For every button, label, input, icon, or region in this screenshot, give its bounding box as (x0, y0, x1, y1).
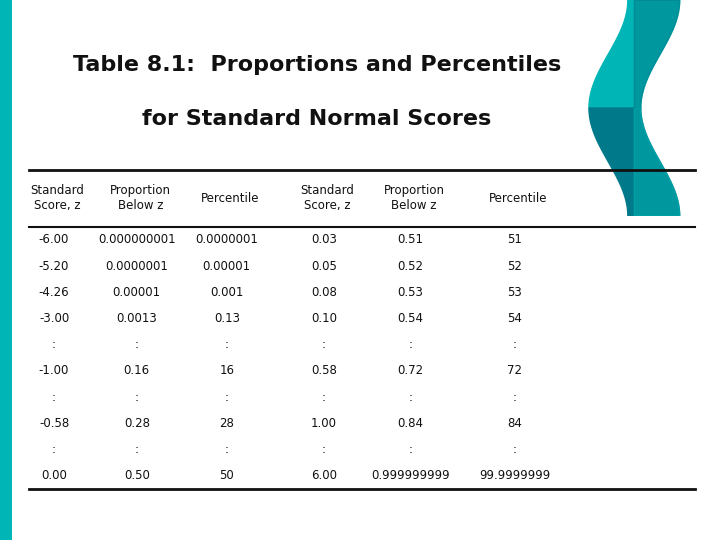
Text: -5.20: -5.20 (39, 260, 69, 273)
Text: 0.0000001: 0.0000001 (195, 233, 258, 246)
Text: 0.00001: 0.00001 (203, 260, 251, 273)
Text: 0.08: 0.08 (311, 286, 337, 299)
Text: 0.13: 0.13 (214, 312, 240, 325)
Text: Percentile: Percentile (489, 192, 548, 205)
Text: 0.05: 0.05 (311, 260, 337, 273)
Text: 0.28: 0.28 (124, 417, 150, 430)
Text: 52: 52 (508, 260, 522, 273)
Text: 54: 54 (508, 312, 522, 325)
Text: :: : (408, 443, 413, 456)
Text: 0.50: 0.50 (124, 469, 150, 482)
Text: 0.10: 0.10 (311, 312, 337, 325)
Text: 0.001: 0.001 (210, 286, 243, 299)
Text: :: : (52, 443, 56, 456)
Text: 0.54: 0.54 (397, 312, 423, 325)
Text: 50: 50 (220, 469, 234, 482)
Text: 0.0000001: 0.0000001 (105, 260, 168, 273)
Text: 0.52: 0.52 (397, 260, 423, 273)
Text: Proportion
Below z: Proportion Below z (384, 185, 444, 212)
Text: :: : (135, 443, 139, 456)
Text: :: : (408, 338, 413, 351)
Text: :: : (52, 338, 56, 351)
Text: :: : (408, 390, 413, 403)
Text: 0.53: 0.53 (397, 286, 423, 299)
Text: 0.51: 0.51 (397, 233, 423, 246)
Text: :: : (135, 338, 139, 351)
Text: 0.16: 0.16 (124, 364, 150, 377)
Text: :: : (225, 338, 229, 351)
Text: :: : (322, 443, 326, 456)
Text: :: : (135, 390, 139, 403)
Text: 84: 84 (508, 417, 522, 430)
Text: -0.58: -0.58 (39, 417, 69, 430)
Text: 99.9999999: 99.9999999 (480, 469, 550, 482)
Text: :: : (513, 443, 517, 456)
Text: 0.000000001: 0.000000001 (98, 233, 176, 246)
Text: :: : (322, 390, 326, 403)
Polygon shape (589, 0, 680, 108)
Polygon shape (634, 0, 680, 108)
Text: :: : (513, 390, 517, 403)
Text: 16: 16 (220, 364, 234, 377)
Text: Standard
Score, z: Standard Score, z (31, 185, 84, 212)
Text: Proportion
Below z: Proportion Below z (110, 185, 171, 212)
Text: 28: 28 (220, 417, 234, 430)
Text: :: : (322, 338, 326, 351)
Text: 53: 53 (508, 286, 522, 299)
Text: Table 8.1:  Proportions and Percentiles: Table 8.1: Proportions and Percentiles (73, 55, 561, 75)
Text: 0.58: 0.58 (311, 364, 337, 377)
Text: 72: 72 (508, 364, 522, 377)
Polygon shape (634, 108, 680, 216)
Text: 0.00001: 0.00001 (113, 286, 161, 299)
Text: 0.999999999: 0.999999999 (371, 469, 450, 482)
Text: Percentile: Percentile (201, 192, 260, 205)
Text: :: : (225, 443, 229, 456)
Text: 51: 51 (508, 233, 522, 246)
Text: :: : (513, 338, 517, 351)
Text: 0.72: 0.72 (397, 364, 423, 377)
Text: 6.00: 6.00 (311, 469, 337, 482)
Polygon shape (589, 108, 680, 216)
Text: -1.00: -1.00 (39, 364, 69, 377)
Text: -3.00: -3.00 (39, 312, 69, 325)
Text: -4.26: -4.26 (39, 286, 69, 299)
Text: 1.00: 1.00 (311, 417, 337, 430)
Text: :: : (52, 390, 56, 403)
Text: -6.00: -6.00 (39, 233, 69, 246)
Text: 0.03: 0.03 (311, 233, 337, 246)
Text: 0.00: 0.00 (41, 469, 67, 482)
Text: Standard
Score, z: Standard Score, z (301, 185, 354, 212)
Text: for Standard Normal Scores: for Standard Normal Scores (142, 109, 492, 129)
Text: 0.84: 0.84 (397, 417, 423, 430)
Text: :: : (225, 390, 229, 403)
Text: 0.0013: 0.0013 (117, 312, 157, 325)
